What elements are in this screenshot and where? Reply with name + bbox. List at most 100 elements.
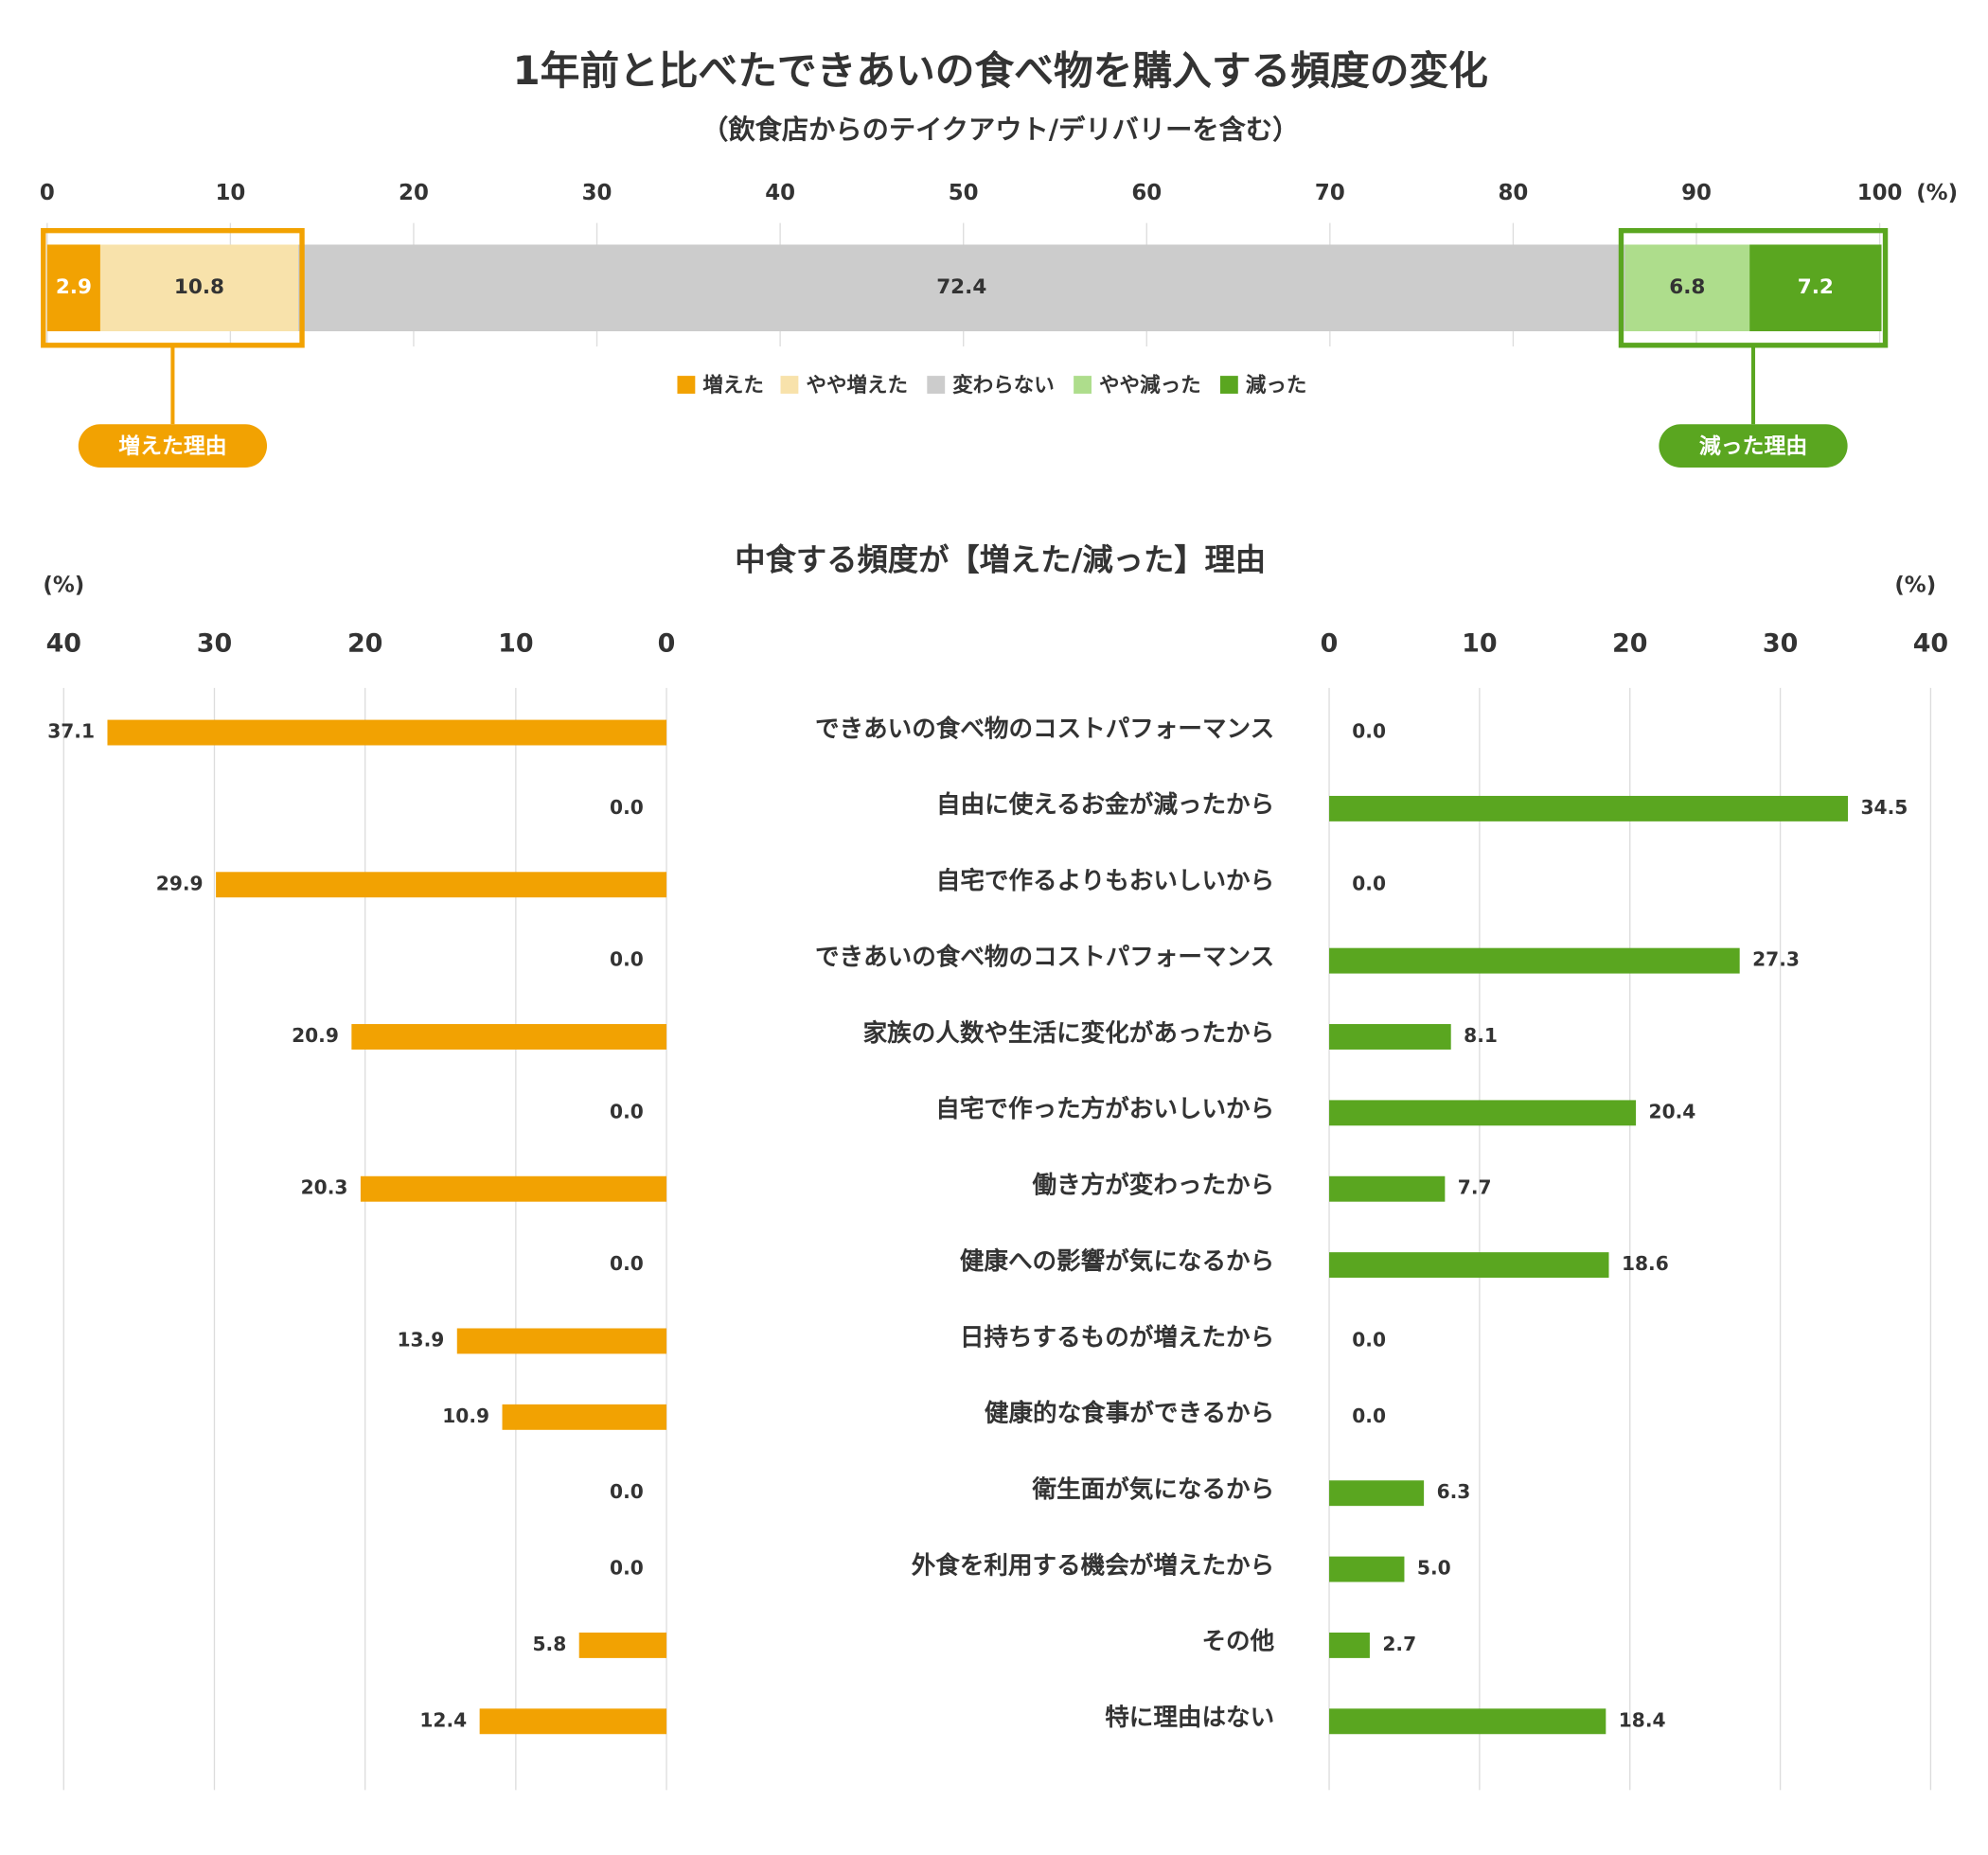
value-label: 10.9 (442, 1404, 489, 1427)
x-tick-label: 60 (1131, 181, 1162, 205)
x-tick-label: 30 (582, 181, 612, 205)
bar (1329, 1480, 1425, 1507)
category-label: 外食を利用する機会が増えたから (912, 1551, 1274, 1580)
bar-segment (1749, 244, 1882, 331)
x-tick-label: 30 (197, 629, 232, 659)
x-tick-label: 10 (1462, 629, 1497, 659)
category-label: 健康への影響が気になるから (960, 1247, 1274, 1276)
bar (1329, 947, 1740, 974)
x-tick-label: 10 (215, 181, 245, 205)
axis-unit: (%) (1916, 181, 1958, 205)
bar-segment (1624, 244, 1750, 331)
bar (1329, 795, 1849, 822)
category-label: できあいの食べ物のコストパフォーマンス (815, 943, 1274, 971)
x-tick-label: 40 (765, 181, 795, 205)
legend-swatch (1074, 376, 1092, 394)
bar (351, 1024, 667, 1050)
legend-swatch (780, 376, 799, 394)
value-label: 5.0 (1417, 1557, 1451, 1580)
value-label: 72.4 (936, 275, 986, 299)
value-label: 7.7 (1458, 1176, 1492, 1199)
x-tick-label: 20 (1612, 629, 1647, 659)
x-tick-label: 30 (1763, 629, 1798, 659)
annotation-pill (1659, 424, 1848, 468)
value-label: 5.8 (532, 1633, 566, 1655)
bar (1329, 1024, 1451, 1050)
value-label: 7.2 (1798, 275, 1834, 299)
legend-swatch (1219, 376, 1238, 394)
value-label: 2.7 (1382, 1633, 1416, 1655)
bar (502, 1404, 667, 1430)
bar (1329, 1632, 1370, 1658)
legend-swatch (677, 376, 696, 394)
legend-label: 増えた (702, 373, 764, 398)
value-label: 0.0 (1352, 720, 1386, 743)
legend-label: やや減った (1099, 374, 1201, 398)
bar (1329, 1100, 1637, 1126)
value-label: 0.0 (1352, 1328, 1386, 1351)
chart-title: 中食する頻度が【増えた/減った】理由 (735, 542, 1266, 578)
annotation-text: 増えた理由 (118, 433, 226, 459)
annotation-pill (78, 424, 268, 468)
value-label: 6.8 (1669, 275, 1705, 299)
value-label: 18.4 (1619, 1708, 1666, 1731)
category-label: 自宅で作るよりもおいしいから (936, 867, 1274, 895)
bar (107, 719, 667, 746)
legend-label: 減った (1246, 374, 1307, 398)
value-label: 20.4 (1649, 1100, 1696, 1122)
x-tick-label: 0 (40, 181, 55, 205)
value-label: 29.9 (156, 872, 204, 894)
value-label: 20.9 (292, 1024, 339, 1047)
legend-label: やや増えた (806, 373, 908, 398)
legend-swatch (927, 376, 946, 394)
value-label: 27.3 (1752, 948, 1800, 971)
value-label: 18.6 (1622, 1252, 1669, 1275)
category-label: 家族の人数や生活に変化があったから (863, 1019, 1275, 1048)
bar-segment (46, 244, 100, 331)
value-label: 37.1 (47, 720, 95, 743)
category-label: できあいの食べ物のコストパフォーマンス (815, 715, 1274, 743)
value-label: 13.9 (398, 1328, 445, 1351)
bar (1329, 1252, 1609, 1279)
axis-unit: (%) (1894, 574, 1936, 598)
value-label: 0.0 (610, 1557, 644, 1580)
value-label: 8.1 (1464, 1024, 1498, 1047)
axis-unit: (%) (43, 574, 84, 598)
category-label: 自由に使えるお金が減ったから (936, 791, 1274, 820)
x-tick-label: 40 (46, 629, 81, 659)
x-tick-label: 20 (347, 629, 382, 659)
bar (360, 1175, 667, 1202)
value-label: 0.0 (1352, 872, 1386, 894)
chart-title: 1年前と比べたできあいの食べ物を購入する頻度の変化 (513, 47, 1488, 94)
value-label: 0.0 (610, 948, 644, 971)
x-tick-label: 0 (658, 629, 676, 659)
value-label: 0.0 (610, 1252, 644, 1275)
bar (479, 1708, 667, 1735)
category-label: 自宅で作った方がおいしいから (935, 1095, 1274, 1123)
category-label: 働き方が変わったから (1032, 1172, 1275, 1200)
x-tick-label: 40 (1913, 629, 1948, 659)
bar (1329, 1556, 1405, 1582)
x-tick-label: 80 (1499, 181, 1529, 205)
category-label: 日持ちするものが増えたから (960, 1323, 1274, 1352)
category-label: その他 (1201, 1628, 1274, 1656)
chart-subtitle: （飲食店からのテイクアウト/デリバリーを含む） (701, 115, 1299, 146)
category-label: 特に理由はない (1105, 1704, 1274, 1732)
value-label: 12.4 (419, 1708, 467, 1731)
value-label: 0.0 (610, 796, 644, 819)
x-tick-label: 10 (498, 629, 533, 659)
bar (578, 1632, 667, 1658)
value-label: 0.0 (1352, 1404, 1386, 1427)
value-label: 2.9 (56, 275, 92, 299)
x-tick-label: 90 (1681, 181, 1712, 205)
value-label: 0.0 (610, 1100, 644, 1122)
bar (456, 1328, 667, 1354)
bar-segment (99, 244, 299, 331)
bar-segment (298, 244, 1625, 331)
x-tick-label: 0 (1321, 629, 1339, 659)
value-label: 6.3 (1437, 1480, 1471, 1503)
bar (1329, 1708, 1606, 1735)
value-label: 34.5 (1861, 796, 1908, 819)
